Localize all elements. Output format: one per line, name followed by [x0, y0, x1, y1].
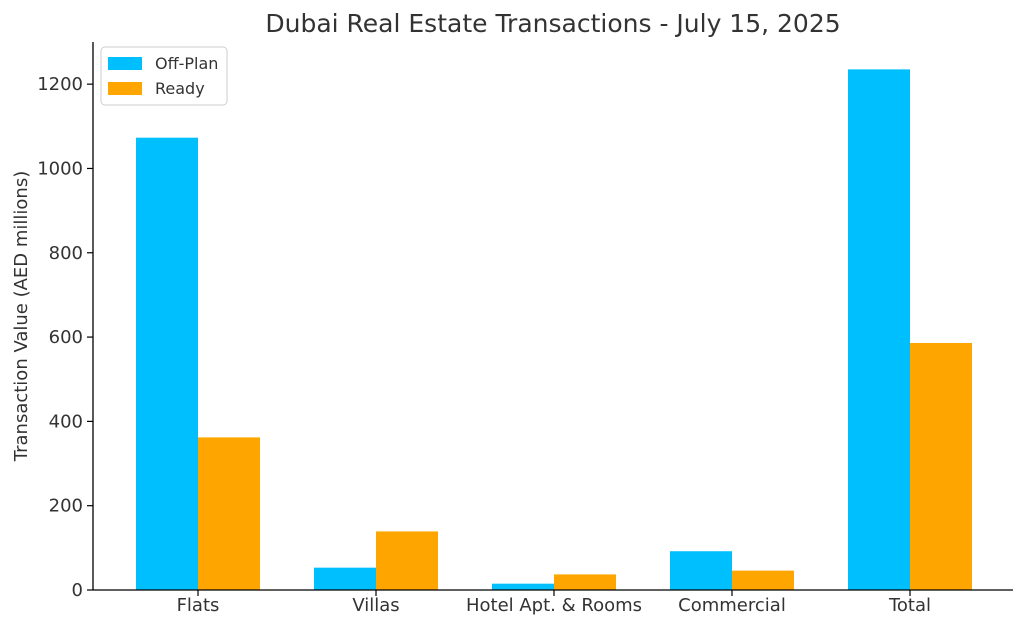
bar-off-plan-commercial — [670, 551, 732, 590]
legend: Off-Plan Ready — [100, 46, 228, 106]
legend-label: Ready — [155, 79, 205, 98]
chart-title: Dubai Real Estate Transactions - July 15… — [265, 9, 840, 38]
x-tick-label: Flats — [177, 595, 220, 616]
y-tick-label: 1000 — [37, 158, 83, 179]
y-tick-label: 400 — [49, 411, 83, 432]
plot-area: 0 200 400 600 800 1000 1200 Flats Villas Hotel Ap… — [37, 42, 1013, 616]
y-tick-label: 600 — [49, 327, 83, 348]
x-tick-label: Commercial — [678, 595, 786, 616]
y-tick-label: 1200 — [37, 74, 83, 95]
x-tick-label: Hotel Apt. & Rooms — [466, 595, 642, 616]
bar-ready-villas — [376, 531, 438, 590]
bar-off-plan-hotel-apt-rooms — [492, 583, 554, 590]
legend-label: Off-Plan — [155, 54, 218, 73]
bar-off-plan-flats — [136, 137, 198, 591]
y-tick-label: 800 — [49, 243, 83, 264]
bar-off-plan-villas — [314, 567, 376, 590]
bar-ready-flats — [198, 437, 260, 590]
y-axis-label: Transaction Value (AED millions) — [11, 171, 32, 463]
bar-ready-hotel-apt-rooms — [554, 574, 616, 590]
bar-ready-commercial — [732, 570, 794, 590]
y-tick-label: 200 — [49, 496, 83, 517]
x-tick-label: Villas — [352, 595, 399, 616]
legend-swatch — [108, 57, 142, 70]
legend-swatch — [108, 82, 142, 95]
bar-ready-total — [910, 342, 972, 590]
x-tick-label: Total — [888, 595, 931, 616]
bar-off-plan-total — [848, 69, 910, 590]
y-tick-label: 0 — [72, 580, 83, 601]
